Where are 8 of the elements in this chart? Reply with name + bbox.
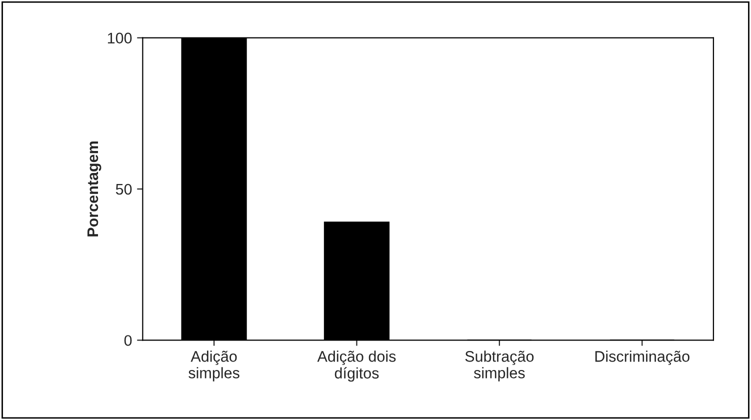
y-tick-label: 50: [116, 184, 132, 195]
y-tick-label: 100: [108, 32, 132, 44]
x-tick-label: Adição dois dígitos: [317, 350, 396, 382]
x-tick-label: Adição simples: [188, 350, 240, 382]
x-tick-label: Discriminação: [595, 350, 690, 365]
x-tick-label: Subtração simples: [465, 350, 534, 382]
y-axis-title: Porcentagem: [87, 142, 102, 236]
y-tick-label: 0: [124, 335, 132, 346]
